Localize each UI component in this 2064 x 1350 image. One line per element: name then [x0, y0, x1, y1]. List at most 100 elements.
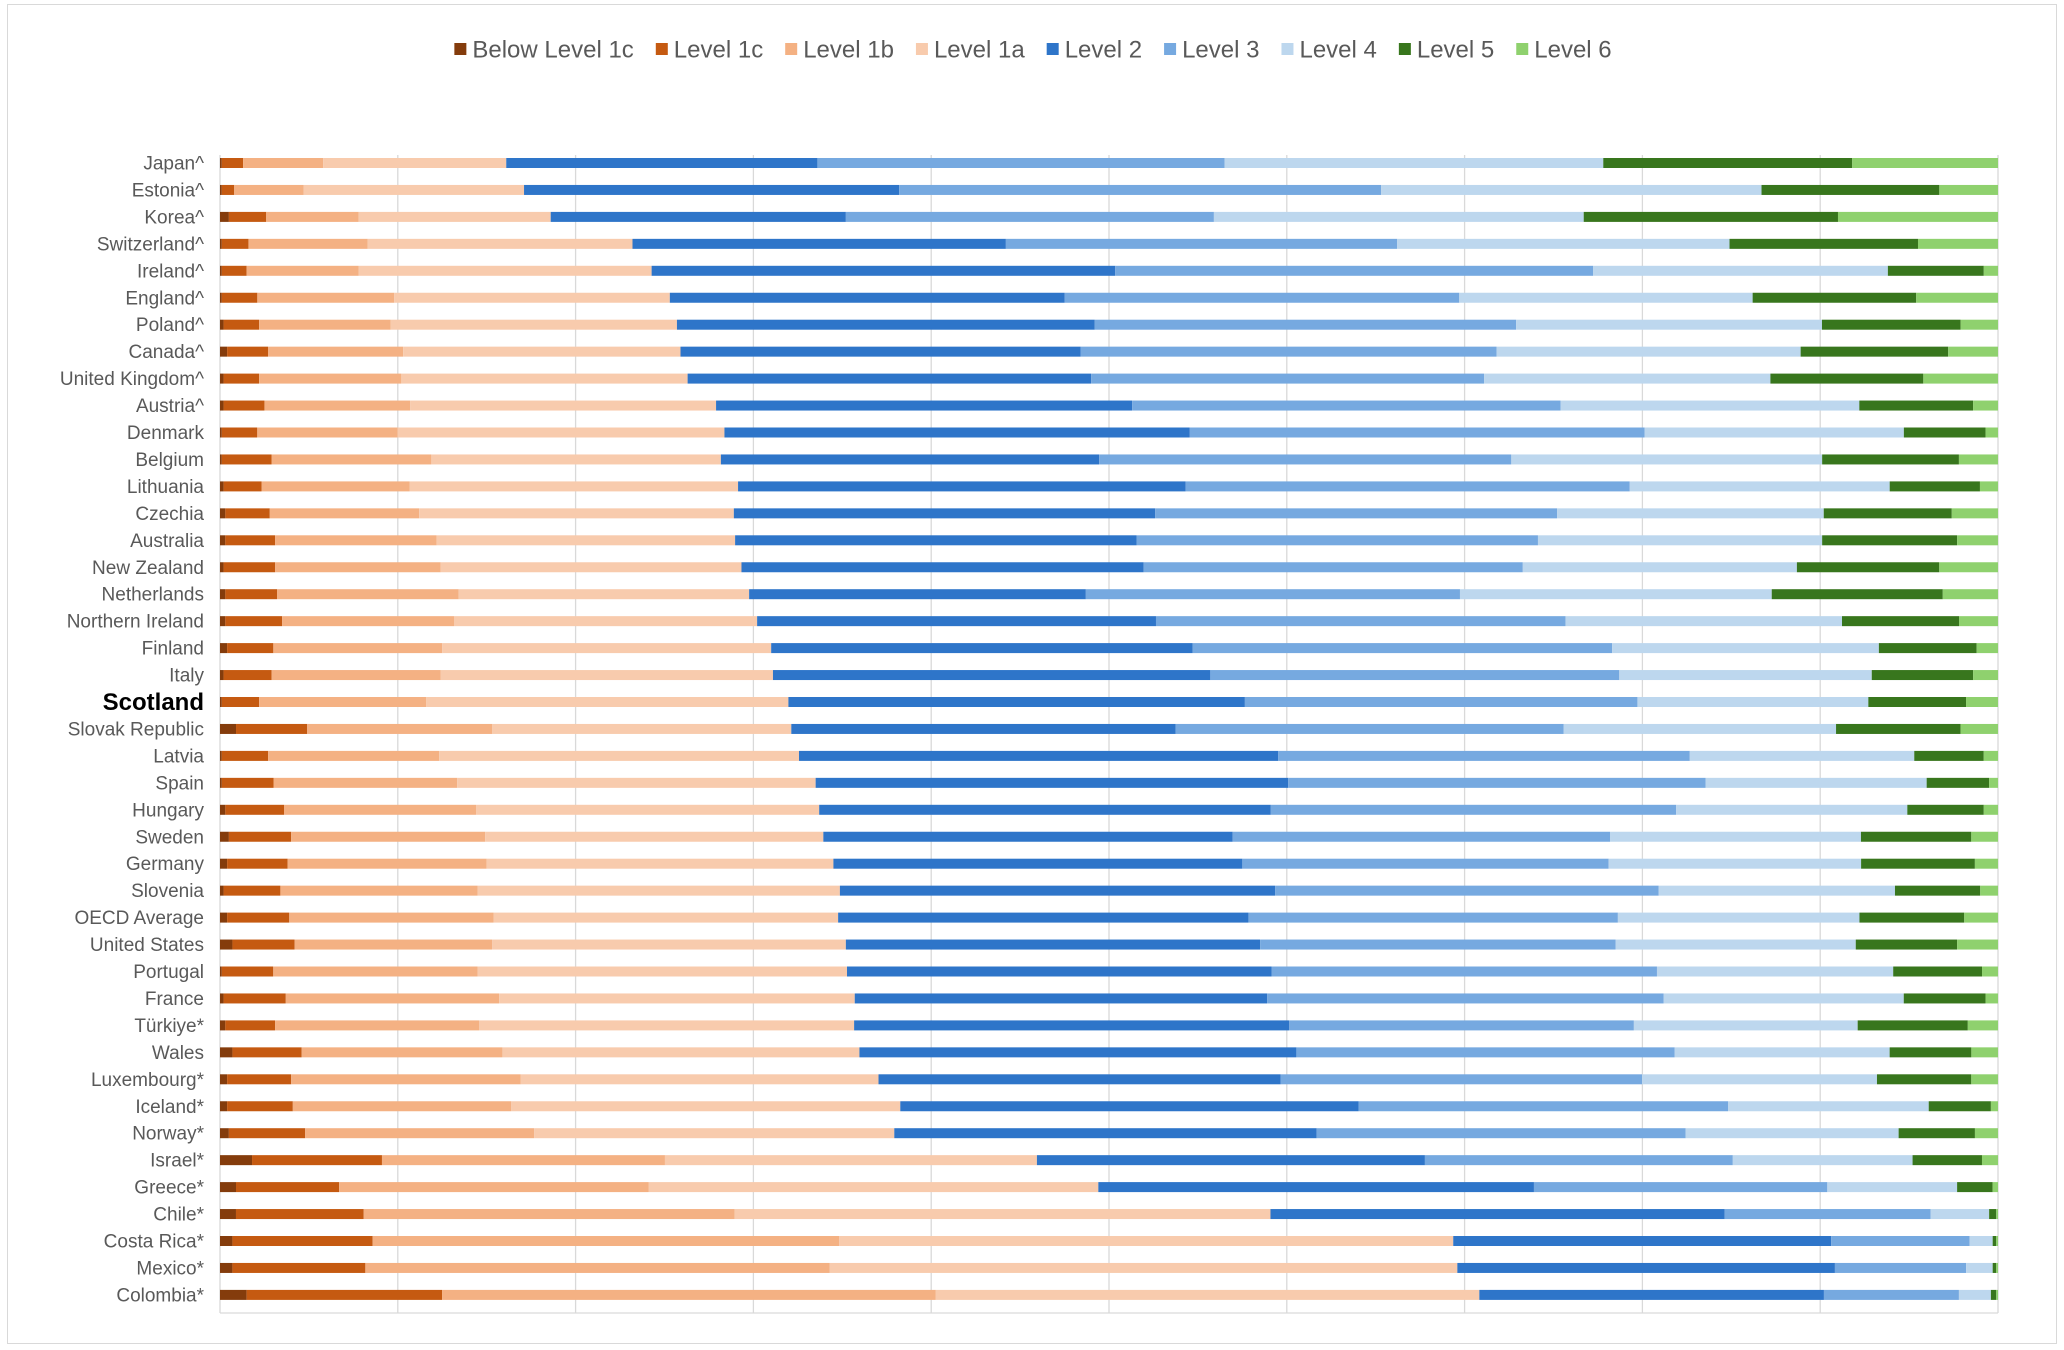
bar-japan-below-level-1c — [220, 158, 222, 168]
bar-netherlands-below-level-1c — [220, 589, 226, 600]
legend-label-level-3: Level 3 — [1182, 37, 1259, 64]
category-label-colombia: Colombia* — [116, 1285, 204, 1306]
bar-austria-level-6 — [1973, 400, 1998, 411]
bar-czechia-level-1c — [225, 508, 270, 519]
bar-italy-below-level-1c — [220, 670, 224, 681]
bar-england-level-3 — [1064, 292, 1460, 303]
bar-row-wales — [220, 1047, 1998, 1058]
bar-slovenia-level-4 — [1658, 885, 1895, 896]
bar-hungary-below-level-1c — [220, 804, 226, 815]
bar-norway-level-5 — [1898, 1128, 1975, 1139]
bar-colombia-below-level-1c — [220, 1289, 247, 1300]
bar-row-canada — [220, 346, 1998, 357]
bar-korea-level-1b — [266, 211, 359, 222]
bar-slovenia-level-1a — [477, 885, 840, 896]
bar-germany-level-3 — [1242, 858, 1609, 869]
bar-latvia-level-3 — [1278, 750, 1690, 761]
bar-norway-level-1b — [305, 1128, 535, 1139]
bar-row-poland — [220, 319, 1998, 330]
bar-czechia-below-level-1c — [220, 508, 226, 519]
bar-scotland-level-3 — [1244, 697, 1638, 707]
bar-england-level-1a — [394, 292, 670, 303]
bar-slovak-republic-level-4 — [1563, 723, 1837, 734]
bar-sweden-level-5 — [1860, 831, 1972, 842]
bar-row-latvia — [220, 750, 1998, 761]
bar-denmark-below-level-1c — [220, 427, 222, 438]
bar-belgium-level-3 — [1099, 454, 1512, 465]
bar-canada-level-1c — [227, 346, 269, 357]
bar-israel-level-6 — [1981, 1155, 1998, 1166]
bar-estonia-level-6 — [1939, 184, 1998, 195]
bar-estonia-level-3 — [899, 184, 1382, 195]
legend-item-level-6: Level 6 — [1516, 37, 1612, 64]
bar-hungary-level-5 — [1907, 804, 1984, 815]
bar-iceland-below-level-1c — [220, 1101, 228, 1112]
bar-greece-below-level-1c — [220, 1182, 237, 1193]
bar-ireland-level-6 — [1983, 265, 1998, 276]
stacked-bar-chart: Below Level 1c Level 1c Level 1b Level 1a Le… — [60, 37, 1999, 1314]
bar-wales-level-5 — [1889, 1047, 1972, 1058]
bar-finland-level-6 — [1976, 643, 1998, 654]
bar-colombia-level-1a — [935, 1289, 1480, 1300]
bar-poland-level-4 — [1516, 319, 1822, 330]
bar-sweden-level-2 — [823, 831, 1233, 842]
category-label-austria: Austria^ — [136, 396, 204, 417]
bar-united-kingdom-level-1a — [401, 373, 688, 384]
bar-japan-level-3 — [817, 158, 1225, 168]
bar-sweden-level-4 — [1610, 831, 1861, 842]
bar-iceland-level-5 — [1928, 1101, 1991, 1112]
bar-england-level-5 — [1752, 292, 1917, 303]
bar-chile-level-1c — [235, 1209, 364, 1220]
category-label-chile: Chile* — [153, 1205, 204, 1226]
category-label-italy: Italy — [169, 666, 204, 687]
category-label-wales: Wales — [152, 1043, 204, 1064]
bar-france-level-5 — [1903, 993, 1986, 1004]
bar-row-greece — [220, 1182, 1998, 1193]
bar-poland-level-1b — [259, 319, 391, 330]
bar-colombia-level-6 — [1996, 1289, 1998, 1300]
bar-portugal-level-1a — [477, 966, 848, 977]
bar-wales-level-6 — [1971, 1047, 1998, 1058]
bar-united-kingdom-level-1c — [223, 373, 260, 384]
bar-sweden-level-1a — [485, 831, 824, 842]
bar-australia-level-1c — [225, 535, 276, 546]
bar-greece-level-2 — [1098, 1182, 1534, 1193]
bar-latvia-level-1c — [221, 750, 269, 761]
bar-luxembourg-level-5 — [1876, 1074, 1972, 1085]
bar-netherlands-level-5 — [1771, 589, 1943, 600]
bar-belgium-level-6 — [1958, 454, 1998, 465]
bar-costa-rica-level-6 — [1996, 1236, 1998, 1246]
bar-france-level-2 — [854, 993, 1268, 1004]
bar-portugal-below-level-1c — [220, 966, 222, 977]
bar-iceland-level-2 — [900, 1101, 1359, 1112]
bar-wales-level-1c — [232, 1047, 302, 1058]
bar-czechia-level-5 — [1823, 508, 1952, 519]
bar-united-states-level-2 — [845, 939, 1261, 950]
bar-row-austria — [220, 400, 1998, 411]
bar-luxembourg-level-3 — [1280, 1074, 1643, 1085]
bar-mexico-level-1c — [232, 1262, 366, 1273]
bar-canada-level-6 — [1948, 346, 1998, 357]
bar-united-kingdom-below-level-1c — [220, 373, 224, 384]
category-label-estonia: Estonia^ — [132, 180, 204, 201]
bar-mexico-level-3 — [1834, 1262, 1967, 1273]
bar-korea-level-3 — [845, 211, 1214, 222]
bar-australia-level-4 — [1537, 535, 1823, 546]
bar-belgium-level-2 — [720, 454, 1100, 465]
bar-iceland-level-1a — [511, 1101, 901, 1112]
bar-japan-level-1c — [221, 158, 244, 168]
bar-iceland-level-4 — [1728, 1101, 1929, 1112]
bar-germany-level-1b — [287, 858, 487, 869]
category-label-israel: Israel* — [150, 1151, 204, 1172]
bar-row-czechia — [220, 508, 1998, 519]
bar-costa-rica-level-3 — [1831, 1236, 1970, 1246]
bar-latvia-level-5 — [1914, 750, 1984, 761]
legend-label-level-1a: Level 1a — [934, 37, 1025, 64]
bar-costa-rica-level-5 — [1992, 1236, 1997, 1246]
bar-hungary-level-4 — [1676, 804, 1908, 815]
category-label-northern-ireland: Northern Ireland — [67, 612, 204, 633]
bar-estonia-level-5 — [1761, 184, 1940, 195]
bar-finland-level-1c — [227, 643, 274, 654]
bar-lithuania-level-1b — [261, 481, 410, 492]
bar-oecd-average-level-5 — [1859, 912, 1965, 923]
